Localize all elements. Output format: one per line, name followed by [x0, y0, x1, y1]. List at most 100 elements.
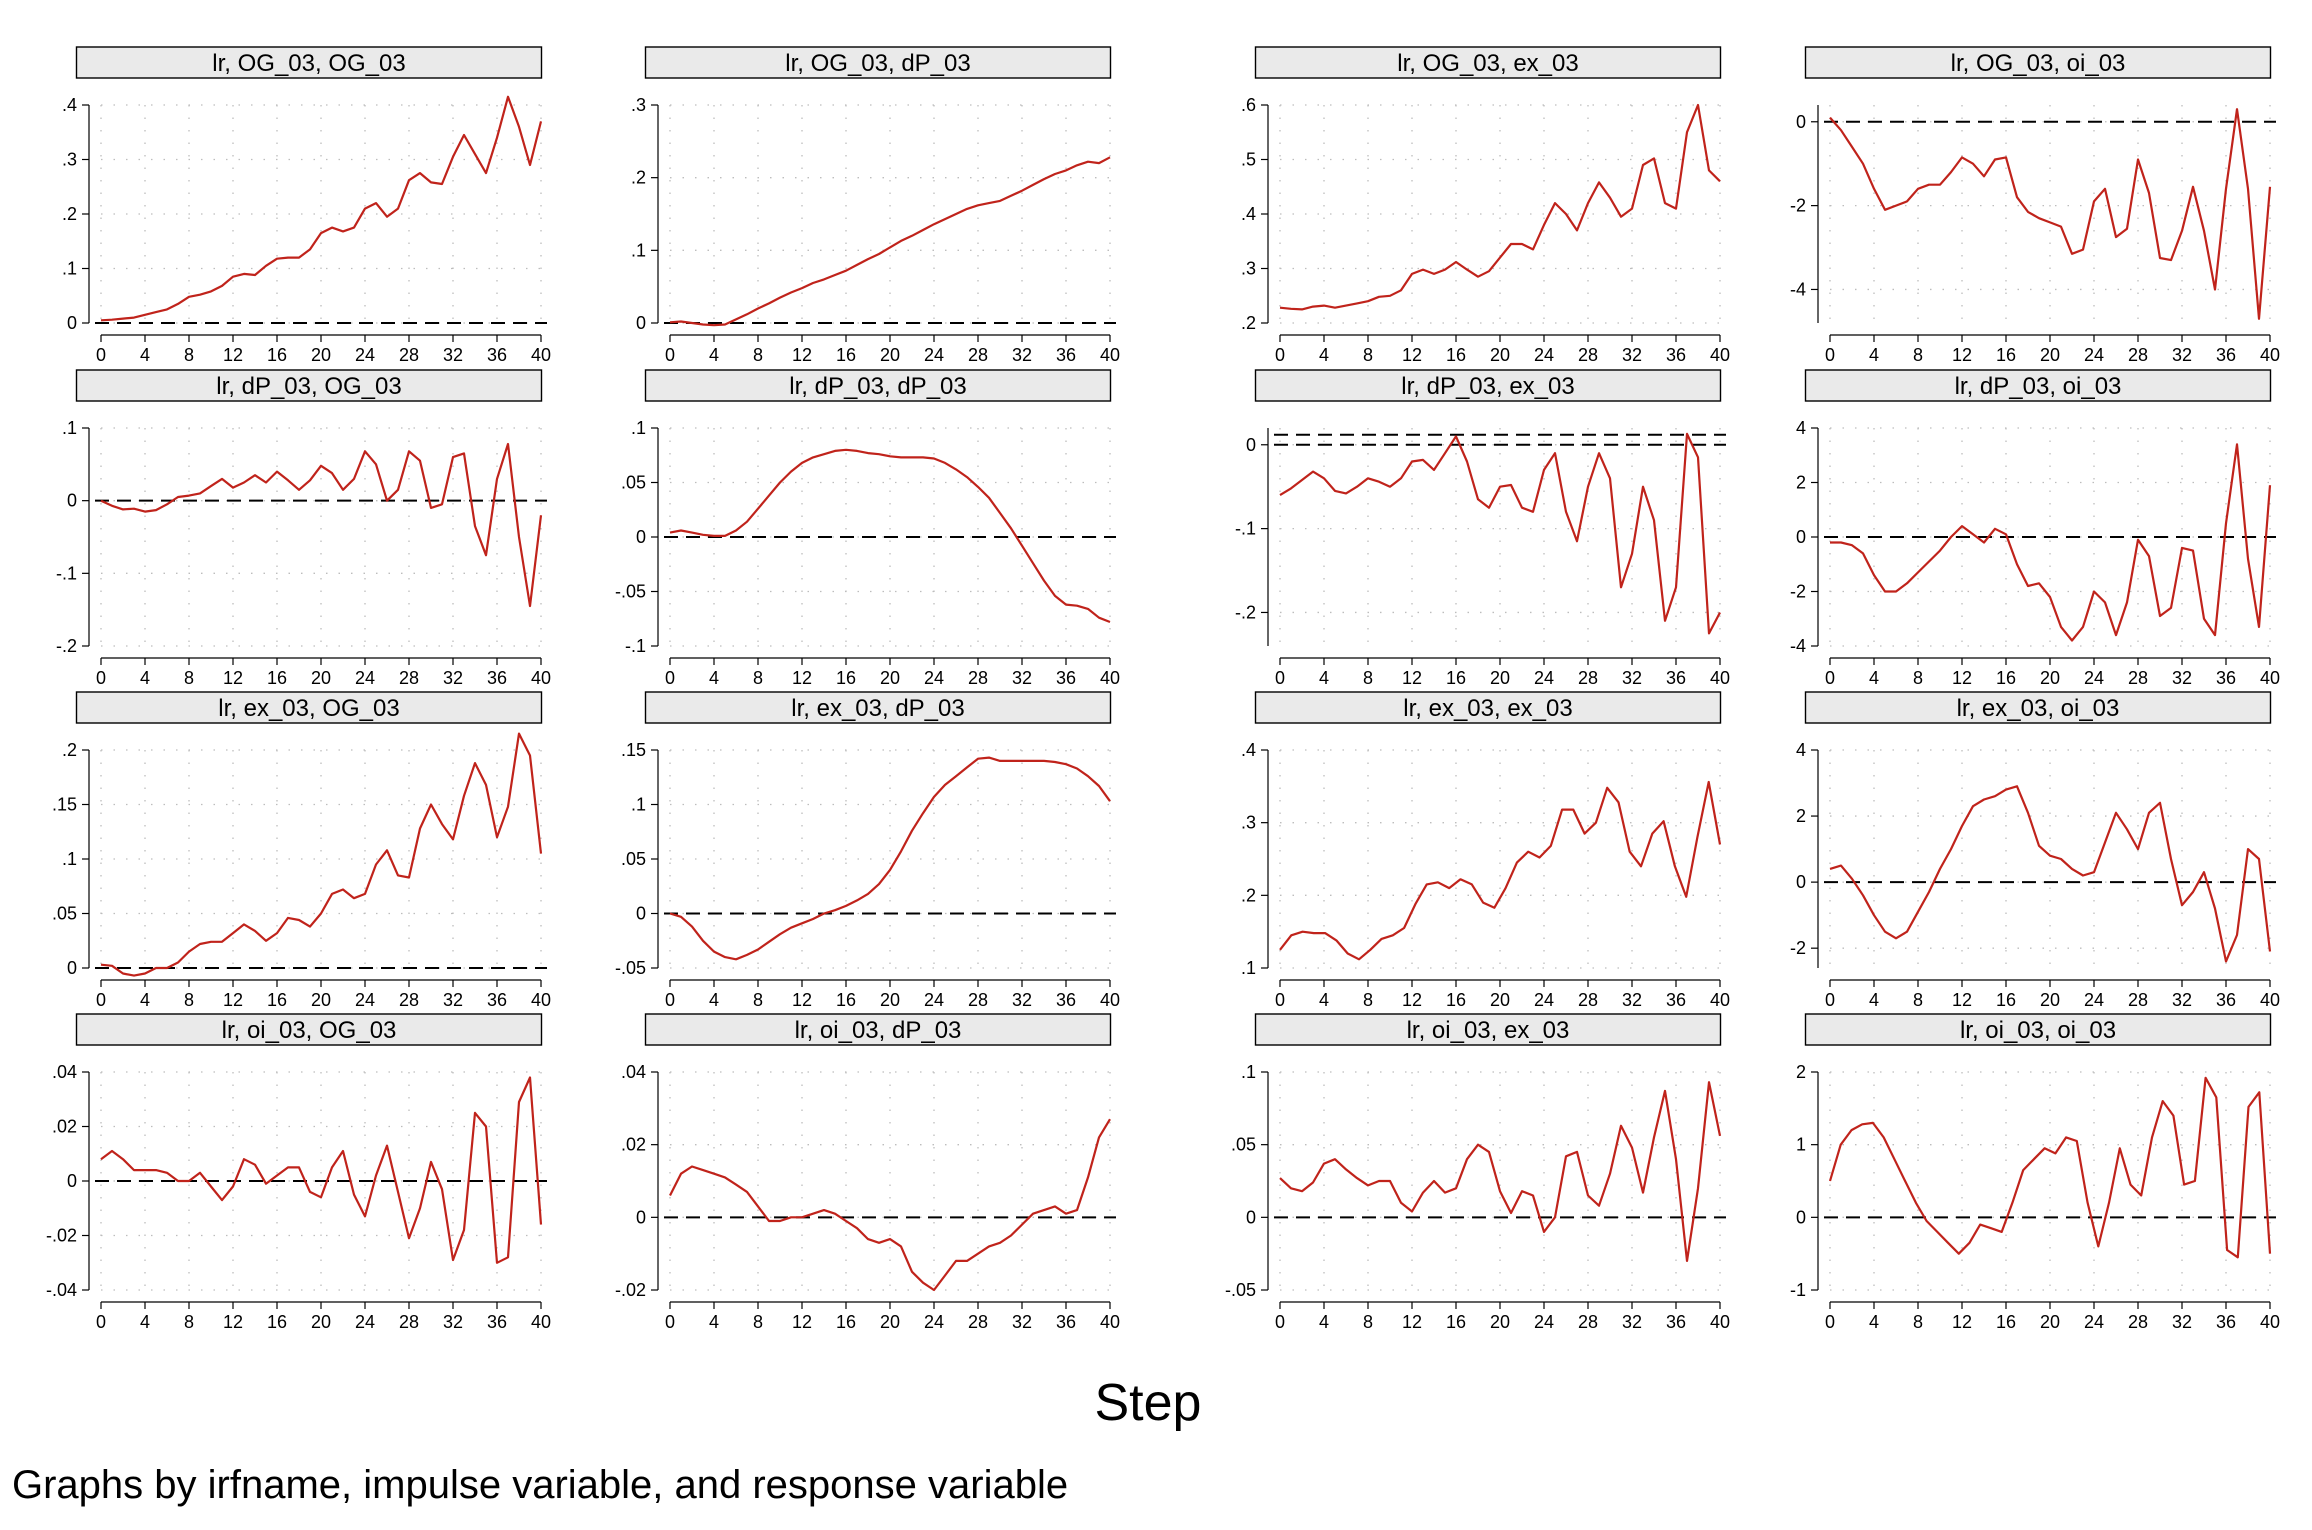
- x-tick-label: 12: [792, 345, 812, 365]
- y-tick-label: .4: [1241, 204, 1256, 224]
- x-tick-label: 4: [140, 1312, 150, 1332]
- y-tick-label: .15: [621, 740, 646, 760]
- panel-grid: lr, OG_03, OG_030.1.2.3.40 4 8 12 16 20 24 28 32…: [46, 46, 2280, 1332]
- x-tick-label: 16: [267, 990, 287, 1010]
- x-tick-label: 8: [753, 1312, 763, 1332]
- panel-title-text: lr, dP_03, dP_03: [789, 373, 966, 400]
- x-tick-label: 4: [709, 668, 719, 688]
- x-tick-label: 20: [2040, 1312, 2060, 1332]
- panel-title-text: lr, ex_03, OG_03: [218, 695, 399, 722]
- x-tick-label: 4: [709, 345, 719, 365]
- x-tick-label: 0: [665, 345, 675, 365]
- x-tick-label: 36: [1056, 345, 1076, 365]
- y-tick-label: .1: [631, 795, 646, 815]
- x-tick-label: 16: [267, 668, 287, 688]
- irf-response-line: [1279, 432, 1721, 635]
- x-tick-label: 24: [1534, 345, 1554, 365]
- irf-response-line: [1829, 108, 2272, 320]
- x-tick-label: 40: [2260, 990, 2280, 1010]
- y-tick-label: 0: [1246, 1207, 1256, 1227]
- x-tick-label: 8: [1913, 1312, 1923, 1332]
- y-tick-label: .04: [621, 1062, 646, 1082]
- y-tick-label: -.1: [625, 636, 646, 656]
- x-tick-label: 16: [1446, 990, 1466, 1010]
- panel-title: lr, ex_03, oi_03: [1804, 691, 2272, 724]
- x-tick-label: 4: [1869, 668, 1879, 688]
- y-tick-label: 0: [1246, 435, 1256, 455]
- x-tick-label: 40: [531, 668, 551, 688]
- x-tick-label: 32: [2172, 345, 2192, 365]
- y-tick-label: -.02: [46, 1226, 77, 1246]
- panel-title: lr, OG_03, oi_03: [1804, 46, 2272, 79]
- x-tick-label: 40: [1100, 990, 1120, 1010]
- x-tick-label: 4: [140, 990, 150, 1010]
- y-tick-label: .3: [1241, 813, 1256, 833]
- panel-title-box: [1254, 369, 1722, 402]
- y-tick-label: -.1: [1235, 519, 1256, 539]
- irf-response-line: [669, 448, 1111, 624]
- x-tick-label: 8: [1913, 345, 1923, 365]
- y-tick-label: 0: [636, 1207, 646, 1227]
- y-tick-label: .05: [621, 849, 646, 869]
- irf-response-line: [669, 1118, 1111, 1292]
- irf-panel: lr, OG_03, dP_03 0 .1 .2 .3 0 4 8 12 16 20 24 28 32 36…: [631, 46, 1120, 365]
- irf-panel: lr, dP_03, dP_03 -.1 -.05 0 .05 .1 0 4 8 12 16 20 24…: [615, 369, 1120, 688]
- y-tick-label: 0: [67, 1171, 77, 1191]
- x-tick-label: 0: [96, 990, 106, 1010]
- y-tick-label: -.1: [56, 563, 77, 583]
- irf-response-line: [1279, 780, 1722, 961]
- panel-title-text: lr, oi_03, ex_03: [1407, 1017, 1570, 1044]
- x-tick-label: 0: [1825, 668, 1835, 688]
- x-tick-label: 24: [2084, 345, 2104, 365]
- x-tick-label: 4: [1319, 345, 1329, 365]
- x-tick-label: 16: [1996, 345, 2016, 365]
- x-tick-label: 28: [2128, 668, 2148, 688]
- y-tick-label: .02: [52, 1117, 77, 1137]
- irf-panel: lr, oi_03, dP_03 -.02 0 .02 .04 0 4 8 12 16 20 24 28…: [615, 1013, 1120, 1332]
- panel-title-box: [1804, 1013, 2272, 1046]
- x-tick-label: 0: [1825, 1312, 1835, 1332]
- panel-title: lr, OG_03, dP_03: [644, 46, 1112, 79]
- x-tick-label: 0: [96, 1312, 106, 1332]
- panel-title: lr, ex_03, ex_03: [1254, 691, 1722, 724]
- y-tick-label: -.2: [56, 636, 77, 656]
- x-tick-label: 32: [1012, 990, 1032, 1010]
- x-tick-label: 16: [836, 668, 856, 688]
- panel-title-text: lr, dP_03, ex_03: [1401, 373, 1574, 400]
- y-tick-label: -2: [1790, 196, 1806, 216]
- x-tick-label: 20: [880, 990, 900, 1010]
- y-tick-label: .05: [1231, 1135, 1256, 1155]
- x-tick-label: 12: [1402, 990, 1422, 1010]
- y-tick-label: -.05: [615, 958, 646, 978]
- x-tick-label: 8: [184, 668, 194, 688]
- irf-panel: lr, OG_03, oi_03 -4 -2 0 0 4 8 12 16 20 24 28 32 36 40: [1790, 46, 2280, 365]
- y-tick-label: 0: [636, 313, 646, 333]
- panel-title-box: [75, 369, 543, 402]
- x-tick-label: 4: [140, 668, 150, 688]
- x-tick-label: 28: [1578, 668, 1598, 688]
- x-tick-label: 32: [1622, 345, 1642, 365]
- panel-title: lr, oi_03, dP_03: [644, 1013, 1112, 1046]
- x-tick-label: 40: [1710, 990, 1730, 1010]
- y-tick-label: .1: [62, 259, 77, 279]
- y-tick-label: 0: [67, 491, 77, 511]
- x-tick-label: 16: [1446, 668, 1466, 688]
- x-tick-label: 36: [487, 345, 507, 365]
- y-tick-label: .2: [62, 204, 77, 224]
- x-tick-label: 20: [1490, 668, 1510, 688]
- panel-title: lr, dP_03, OG_03: [75, 369, 543, 402]
- y-tick-label: .2: [631, 168, 646, 188]
- figure-note: Graphs by irfname, impulse variable, and…: [12, 1463, 1068, 1507]
- x-tick-label: 16: [836, 1312, 856, 1332]
- panel-title: lr, dP_03, oi_03: [1804, 369, 2272, 402]
- x-tick-label: 36: [1666, 668, 1686, 688]
- x-tick-label: 36: [2216, 668, 2236, 688]
- x-tick-label: 32: [1622, 990, 1642, 1010]
- panel-title-text: lr, OG_03, dP_03: [785, 50, 970, 77]
- x-tick-label: 32: [2172, 1312, 2192, 1332]
- panel-title-text: lr, dP_03, OG_03: [216, 373, 401, 400]
- x-tick-label: 16: [1996, 668, 2016, 688]
- x-tick-label: 40: [531, 990, 551, 1010]
